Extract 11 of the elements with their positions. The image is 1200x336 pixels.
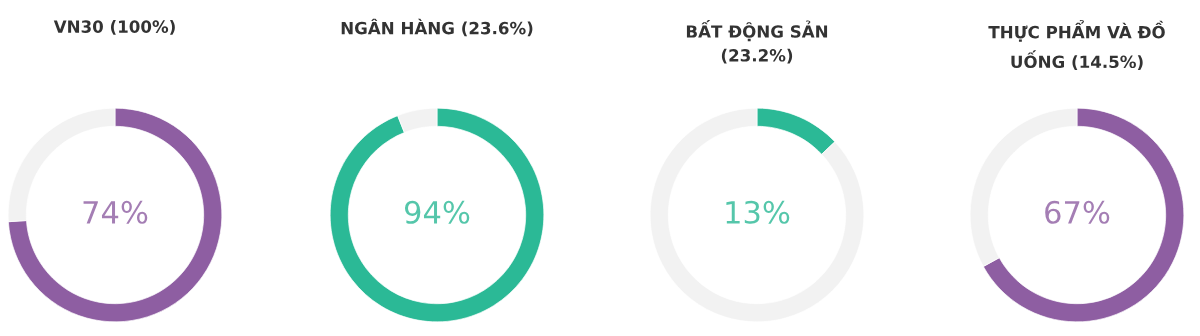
data-label: 74%: [83, 200, 148, 224]
donut-slice: [8, 107, 223, 323]
data-label: 67%: [1045, 200, 1110, 224]
chart-title: THỰC PHẨM VÀ ĐỒ UỐNG (14.5%): [988, 20, 1165, 71]
chart-title: VN30 (100%): [53, 20, 175, 35]
donut-slice: [649, 107, 865, 323]
chart-title: BẤT ĐỘNG SẢN (23.2%): [686, 20, 828, 64]
data-label: 13%: [726, 200, 790, 224]
data-label: 94%: [404, 200, 470, 224]
chart-title: NGÂN HÀNG (23.6%): [341, 18, 533, 37]
donut-slice: [329, 107, 545, 323]
